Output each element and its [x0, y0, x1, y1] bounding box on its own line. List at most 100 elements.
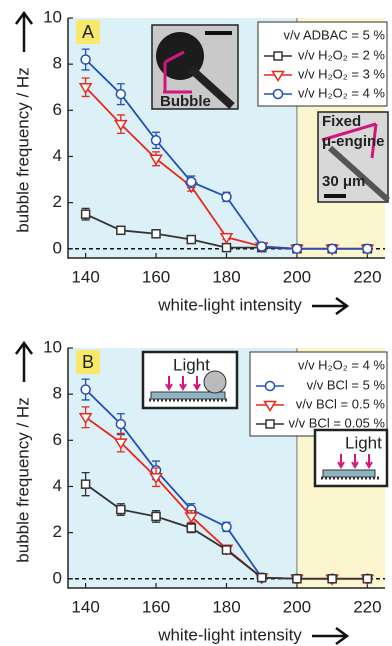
- y-tick-label: 8: [53, 384, 62, 403]
- marker: [326, 243, 338, 255]
- legend-label: v/v H₂O₂ = 4 %: [298, 85, 385, 100]
- marker: [115, 88, 127, 100]
- inset-rod: [327, 145, 391, 203]
- marker: [186, 176, 197, 188]
- y-tick-label: 4: [53, 476, 62, 495]
- light-arrow: [365, 454, 373, 469]
- x-tick-label: 140: [71, 267, 99, 286]
- axes: [67, 18, 385, 259]
- inset-label: Bubble: [160, 93, 211, 110]
- x-tick-label: 180: [212, 597, 240, 616]
- panel-label: B: [82, 352, 94, 372]
- marker: [256, 241, 267, 252]
- x-tick-label: 180: [212, 267, 240, 286]
- inset-label: Light: [345, 433, 382, 452]
- inset-rod: [150, 391, 226, 400]
- y-tick-label: 0: [53, 238, 62, 257]
- x-arrow: [312, 296, 350, 316]
- y-tick-label: 6: [53, 100, 62, 119]
- y-tick-label: 4: [53, 146, 62, 165]
- light-arrow: [193, 376, 201, 391]
- marker: [221, 545, 232, 555]
- inset-pointer: [163, 50, 192, 94]
- marker: [113, 119, 128, 132]
- inset-label: μ-engine: [322, 133, 385, 150]
- inset-label: Light: [173, 355, 210, 374]
- x-tick-label: 160: [142, 267, 170, 286]
- marker: [113, 438, 128, 450]
- marker: [149, 154, 163, 166]
- x-tick-label: 140: [71, 597, 99, 616]
- marker: [362, 243, 373, 255]
- legend-marker: [273, 51, 283, 61]
- legend-marker: [265, 419, 275, 429]
- x-tick-label: 160: [142, 597, 170, 616]
- marker: [78, 82, 93, 95]
- marker: [80, 384, 91, 395]
- y-tick-label: 0: [53, 568, 62, 587]
- y-axis-label: bubble frequency / Hz: [13, 397, 32, 562]
- inset-bubble: [203, 370, 227, 394]
- x-axis-label: white-light intensity: [157, 295, 302, 314]
- marker: [219, 232, 234, 245]
- marker: [186, 523, 197, 533]
- y-tick-label: 6: [53, 430, 62, 449]
- x-arrow: [312, 626, 350, 646]
- y-tick-label: 2: [53, 192, 62, 211]
- light-arrow: [351, 454, 359, 469]
- marker: [221, 191, 232, 203]
- marker: [362, 574, 373, 584]
- panel-label-box: [76, 350, 100, 374]
- marker: [327, 574, 337, 584]
- light-arrow: [179, 376, 187, 391]
- legend-label: v/v BCl = 0.05 %: [289, 415, 386, 430]
- marker: [291, 243, 303, 255]
- panel-label: A: [82, 22, 94, 42]
- inset-label: Fixed: [322, 113, 361, 130]
- marker: [80, 479, 91, 489]
- legend-marker: [271, 70, 285, 82]
- marker: [149, 472, 163, 485]
- y-arrow: [14, 10, 34, 52]
- legend-label: v/v H₂O₂ = 3 %: [298, 66, 385, 81]
- marker: [116, 225, 126, 236]
- legend-marker: [272, 88, 284, 100]
- y-axis-label: bubble frequency / Hz: [13, 67, 32, 232]
- legend-label: v/v BCl = 5 %: [307, 377, 386, 392]
- x-tick-label: 200: [283, 267, 311, 286]
- x-tick-label: 220: [353, 597, 381, 616]
- marker: [186, 234, 197, 245]
- marker: [78, 412, 93, 425]
- x-axis-label: white-light intensity: [157, 625, 302, 644]
- marker: [150, 135, 162, 146]
- light-arrow: [337, 454, 345, 469]
- marker: [184, 512, 199, 524]
- marker: [115, 418, 127, 430]
- marker: [256, 572, 267, 583]
- legend-label: v/v H₂O₂ = 2 %: [298, 47, 385, 62]
- x-tick-label: 220: [353, 267, 381, 286]
- legend-marker: [264, 380, 276, 392]
- legend-title: v/v H₂O₂ = 4 %: [298, 357, 385, 372]
- panel-label-box: [76, 20, 100, 44]
- y-tick-label: 10: [43, 337, 62, 356]
- y-tick-label: 10: [43, 7, 62, 26]
- inset-rod: [322, 469, 376, 478]
- inset-pointer: [321, 122, 378, 159]
- y-tick-label: 2: [53, 522, 62, 541]
- marker: [116, 504, 126, 515]
- marker: [151, 511, 161, 522]
- inset-rod: [187, 65, 235, 109]
- marker: [292, 574, 302, 584]
- legend-label: v/v BCl = 0.5 %: [296, 396, 386, 411]
- light-arrow: [165, 376, 173, 391]
- inset-label: 30 μm: [322, 173, 365, 190]
- marker: [80, 54, 91, 65]
- y-arrow: [14, 340, 34, 382]
- marker: [80, 209, 91, 219]
- x-tick-label: 200: [283, 597, 311, 616]
- legend-title: v/v ADBAC = 5 %: [283, 27, 385, 42]
- axes: [67, 348, 385, 589]
- marker: [221, 242, 232, 253]
